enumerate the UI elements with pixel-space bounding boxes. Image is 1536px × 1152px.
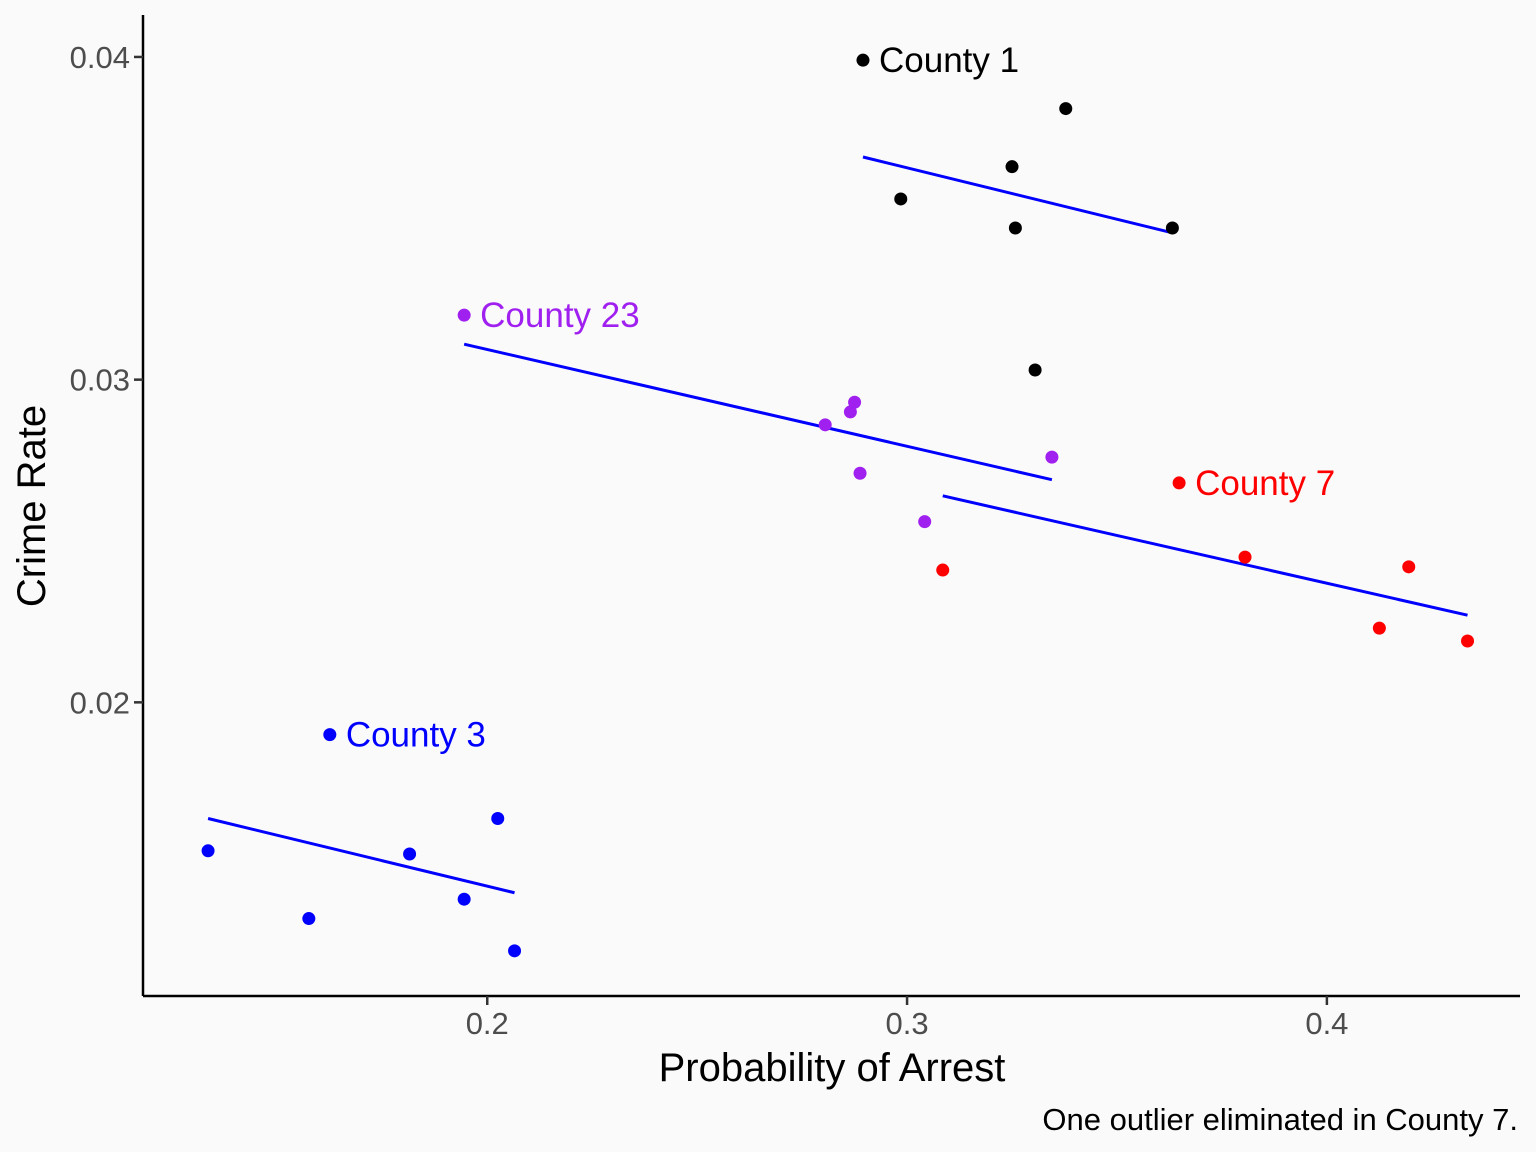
data-point [848, 395, 862, 409]
x-tick-label: 0.3 [886, 1006, 929, 1041]
fit-line [463, 342, 1053, 482]
data-point [323, 728, 337, 742]
data-point [508, 944, 522, 958]
data-point [1005, 160, 1019, 174]
x-axis-title: Probability of Arrest [659, 1046, 1006, 1090]
county-label: County 23 [480, 296, 640, 335]
x-tick-label: 0.2 [466, 1006, 509, 1041]
data-point [1045, 450, 1059, 464]
data-point [1402, 560, 1416, 574]
y-axis: 0.02 0.03 0.04 [70, 15, 145, 996]
data-point [457, 892, 471, 906]
data-point [936, 563, 950, 577]
data-points [201, 53, 1475, 958]
data-point [1008, 221, 1022, 235]
data-point [818, 418, 832, 432]
data-point [894, 192, 908, 206]
data-point [843, 405, 857, 419]
data-point [1165, 221, 1179, 235]
data-point [491, 812, 505, 826]
data-point [1372, 621, 1386, 635]
data-point [1461, 634, 1475, 648]
data-point [403, 847, 417, 861]
data-point [856, 53, 870, 67]
fit-line [207, 817, 515, 895]
data-point [853, 466, 867, 480]
data-point [1238, 550, 1252, 564]
point-labels: County 1 County 3 County 7 County 23 [346, 41, 1335, 754]
y-tick-label: 0.03 [70, 363, 130, 398]
y-axis-title: Crime Rate [10, 405, 54, 607]
y-tick-label: 0.04 [70, 40, 130, 75]
fit-line [862, 155, 1173, 235]
data-point [918, 515, 932, 529]
data-point [1172, 476, 1186, 490]
y-tick-label: 0.02 [70, 685, 130, 720]
fit-lines [207, 155, 1468, 895]
data-point [1028, 363, 1042, 377]
county-label: County 1 [879, 41, 1019, 80]
x-axis: 0.2 0.3 0.4 [143, 994, 1520, 1041]
data-point [457, 308, 471, 322]
county-label: County 3 [346, 716, 486, 755]
data-point [201, 844, 215, 858]
data-point [1059, 102, 1073, 116]
county-label: County 7 [1195, 464, 1335, 503]
fit-line [942, 494, 1468, 617]
x-tick-label: 0.4 [1305, 1006, 1348, 1041]
data-point [302, 912, 316, 926]
chart-caption: One outlier eliminated in County 7. [1042, 1102, 1518, 1137]
